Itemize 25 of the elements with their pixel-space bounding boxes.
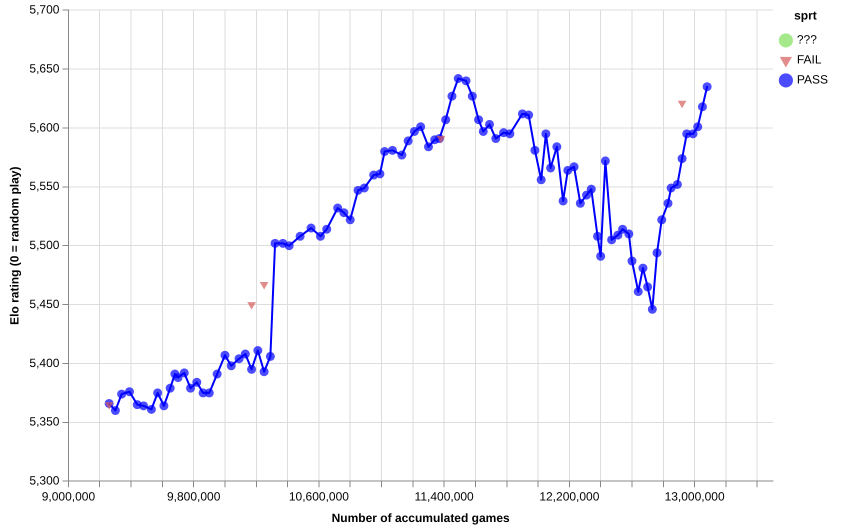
y-tick-label: 5,500 xyxy=(29,238,60,252)
y-tick-label: 5,600 xyxy=(29,120,60,134)
x-tick-label: 10,600,000 xyxy=(288,490,350,504)
point xyxy=(678,100,686,108)
legend-label: FAIL xyxy=(796,52,822,67)
point xyxy=(260,282,268,290)
legend-label: PASS xyxy=(796,72,828,87)
point xyxy=(247,302,256,310)
y-tick-label: 5,550 xyxy=(29,179,60,194)
legend-label: ??? xyxy=(796,32,818,47)
y-tick-label: 5,400 xyxy=(29,356,60,370)
y-tick-label: 5,350 xyxy=(29,414,60,429)
point xyxy=(104,402,114,410)
y-axis-title: Elo rating (0 = random play) xyxy=(8,166,22,325)
y-tick-label: 5,700 xyxy=(29,2,60,17)
y-tick-label: 5,650 xyxy=(29,61,60,76)
x-tick-label: 9,000,000 xyxy=(42,490,96,504)
x-tick-label: 9,800,000 xyxy=(166,490,221,504)
x-tick-label: 11,400,000 xyxy=(414,490,474,504)
y-tick-label: 5,300 xyxy=(29,474,60,488)
x-tick-label: 12,200,000 xyxy=(539,490,600,504)
x-tick-label: 13,000,000 xyxy=(664,490,725,504)
y-tick-label: 5,450 xyxy=(29,296,60,311)
x-axis-title: Number of accumulated games xyxy=(332,511,510,526)
legend-title: sprt xyxy=(794,8,817,22)
